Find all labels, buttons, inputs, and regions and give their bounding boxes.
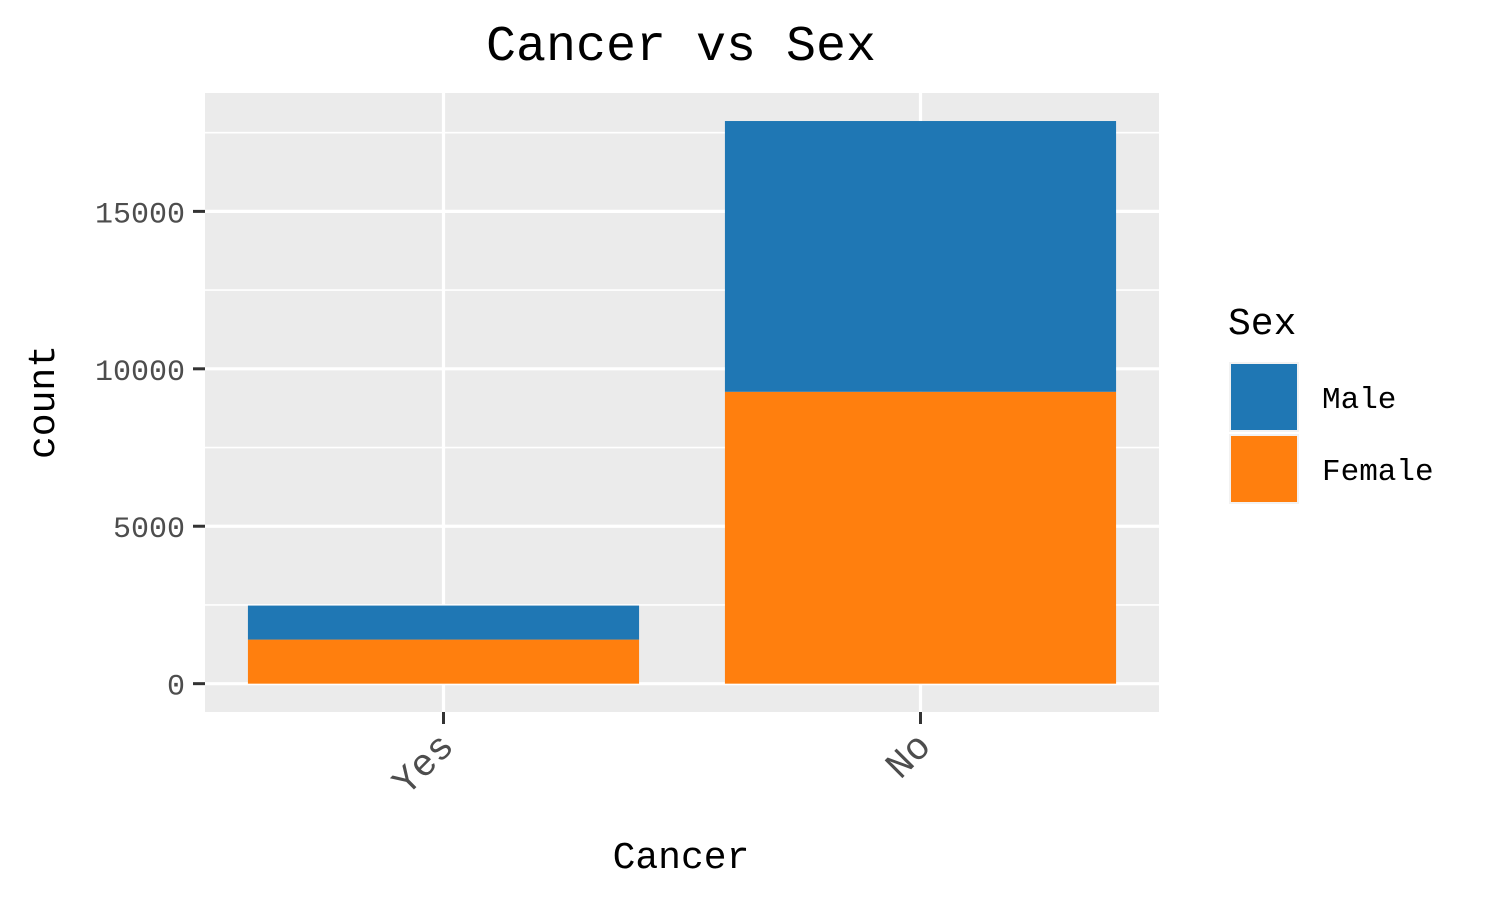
bar-male-no [724, 121, 1117, 392]
bar-female-no [724, 391, 1117, 684]
x-tick-label: Yes [385, 726, 464, 805]
bar-male-yes [247, 605, 640, 640]
legend-items: Male Female [1229, 362, 1434, 504]
legend-key-female [1231, 436, 1297, 502]
chart-title: Cancer vs Sex [486, 19, 876, 76]
y-tick-label: 5000 [113, 513, 185, 547]
y-tick-label: 0 [167, 671, 185, 705]
y-tick-label: 10000 [95, 356, 185, 390]
y-axis-title: count [23, 345, 66, 459]
bars [247, 121, 1117, 684]
x-tick-label: No [878, 726, 941, 789]
legend-key-male [1231, 364, 1297, 430]
x-axis: Yes No [385, 712, 941, 805]
y-tick-label: 15000 [95, 198, 185, 232]
y-axis: 0 5000 10000 15000 [95, 198, 205, 705]
x-axis-title: Cancer [613, 837, 750, 880]
bar-female-yes [247, 639, 640, 684]
legend: Sex Male Female [1228, 303, 1434, 504]
legend-label-male: Male [1322, 383, 1396, 418]
legend-title: Sex [1228, 303, 1296, 346]
legend-label-female: Female [1322, 455, 1434, 490]
